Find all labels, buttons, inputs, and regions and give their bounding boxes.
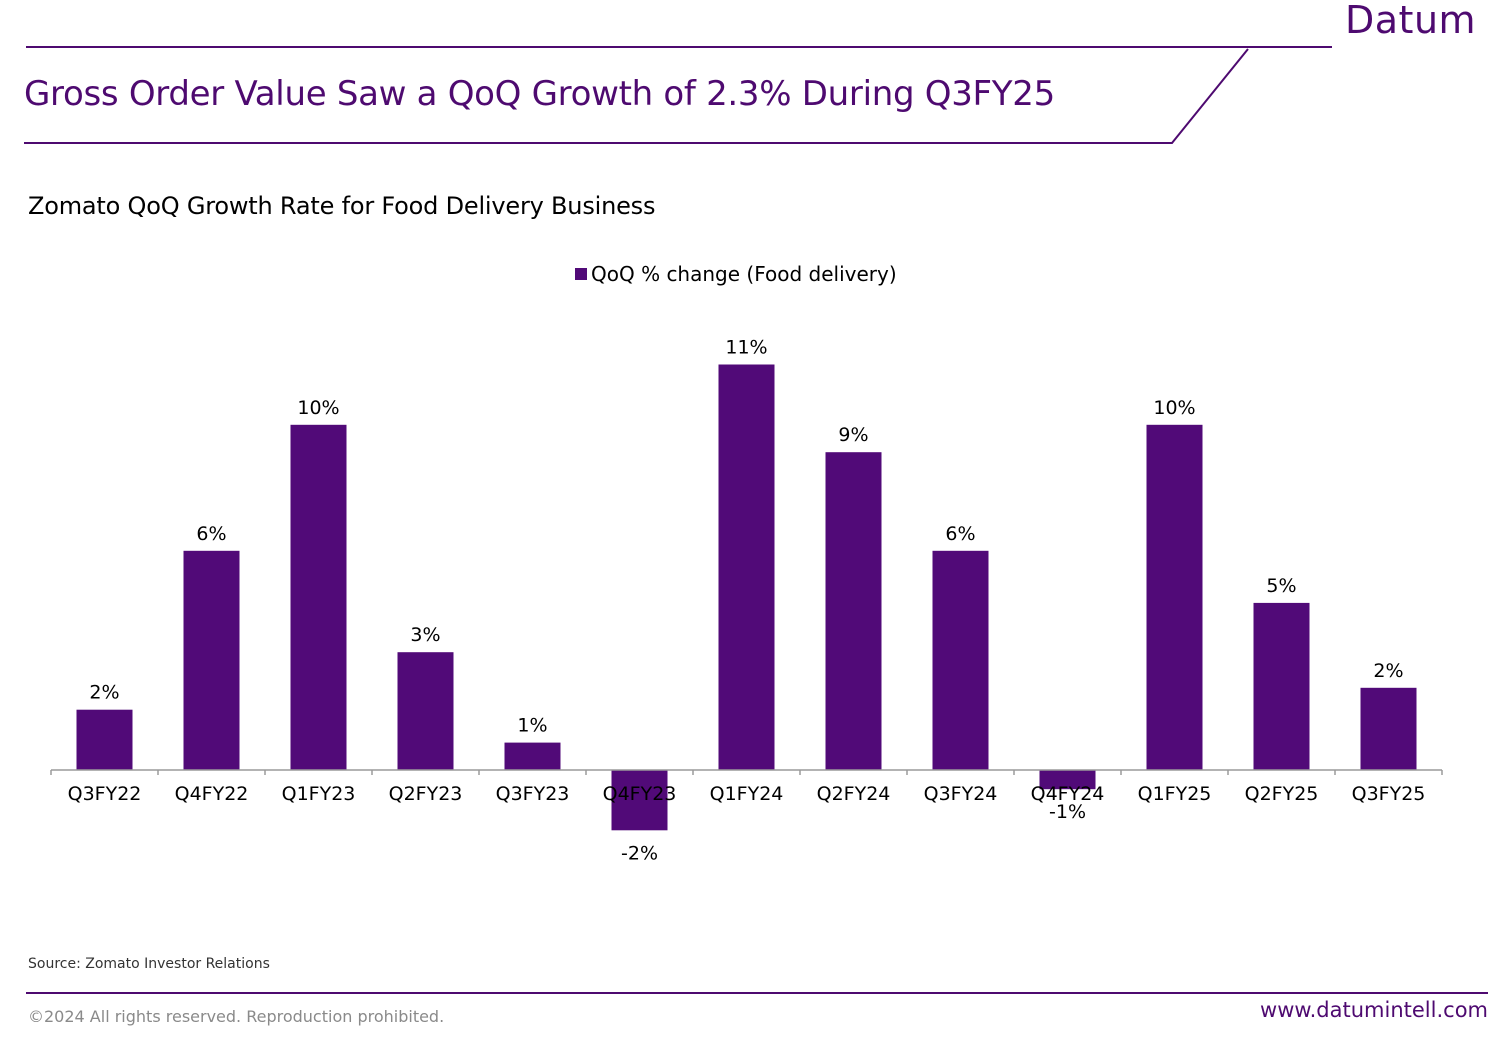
copyright-text: ©2024 All rights reserved. Reproduction …: [28, 1007, 445, 1026]
bar-q1fy24: [718, 364, 775, 770]
bar-q2fy23: [397, 652, 454, 770]
bar-q3fy23: [504, 742, 561, 770]
data-label-q4fy23: -2%: [621, 842, 658, 864]
x-tick-label-q3fy24: Q3FY24: [924, 783, 998, 805]
bar-q3fy25: [1360, 687, 1417, 770]
header-frame-bottom-line: [24, 48, 1249, 144]
data-label-q4fy22: 6%: [196, 523, 226, 545]
page-title: Gross Order Value Saw a QoQ Growth of 2.…: [24, 74, 1055, 114]
data-label-q2fy24: 9%: [838, 424, 868, 446]
data-label-q3fy24: 6%: [945, 523, 975, 545]
bar-q3fy22: [76, 709, 133, 770]
data-label-q1fy24: 11%: [725, 337, 767, 359]
brand-logo: Datum: [1345, 0, 1477, 42]
bar-q4fy23: [611, 770, 668, 831]
source-note: Source: Zomato Investor Relations: [28, 956, 270, 972]
bar-q3fy24: [932, 550, 989, 770]
legend-label: QoQ % change (Food delivery): [591, 262, 897, 286]
x-tick-label-q4fy24: Q4FY24: [1031, 783, 1105, 805]
bar-chart: QoQ % change (Food delivery) Q3FY22 Q4FY2…: [50, 262, 1443, 864]
x-tick-label-q3fy25: Q3FY25: [1352, 783, 1426, 805]
x-tick-label-q1fy23: Q1FY23: [282, 783, 356, 805]
bar-q1fy25: [1146, 424, 1203, 770]
x-tick-label-q1fy24: Q1FY24: [710, 783, 784, 805]
chart-title: Zomato QoQ Growth Rate for Food Delivery…: [28, 192, 656, 220]
bar-q2fy24: [825, 452, 882, 770]
chart-legend: QoQ % change (Food delivery): [575, 262, 897, 286]
bar-q4fy22: [183, 550, 240, 770]
x-tick-label-q3fy22: Q3FY22: [68, 783, 142, 805]
data-label-q1fy25: 10%: [1153, 397, 1195, 419]
data-label-q4fy24: -1%: [1049, 801, 1086, 823]
website-link[interactable]: www.datumintell.com: [1260, 998, 1488, 1022]
data-label-q2fy25: 5%: [1266, 575, 1296, 597]
x-tick-label-q4fy22: Q4FY22: [175, 783, 249, 805]
x-tick-label-q3fy23: Q3FY23: [496, 783, 570, 805]
data-label-q3fy22: 2%: [89, 682, 119, 704]
bar-q4fy24: [1039, 770, 1096, 790]
data-label-q2fy23: 3%: [410, 624, 440, 646]
data-label-q1fy23: 10%: [297, 397, 339, 419]
legend-swatch: [575, 268, 587, 280]
x-tick-label-q2fy23: Q2FY23: [389, 783, 463, 805]
x-tick-label-q1fy25: Q1FY25: [1138, 783, 1212, 805]
x-tick-label-q2fy24: Q2FY24: [817, 783, 891, 805]
x-tick-label-q2fy25: Q2FY25: [1245, 783, 1319, 805]
x-tick-label-q4fy23: Q4FY23: [603, 783, 677, 805]
data-label-q3fy25: 2%: [1373, 660, 1403, 682]
bar-q2fy25: [1253, 602, 1310, 770]
data-label-q3fy23: 1%: [517, 715, 547, 737]
bar-q1fy23: [290, 424, 347, 770]
